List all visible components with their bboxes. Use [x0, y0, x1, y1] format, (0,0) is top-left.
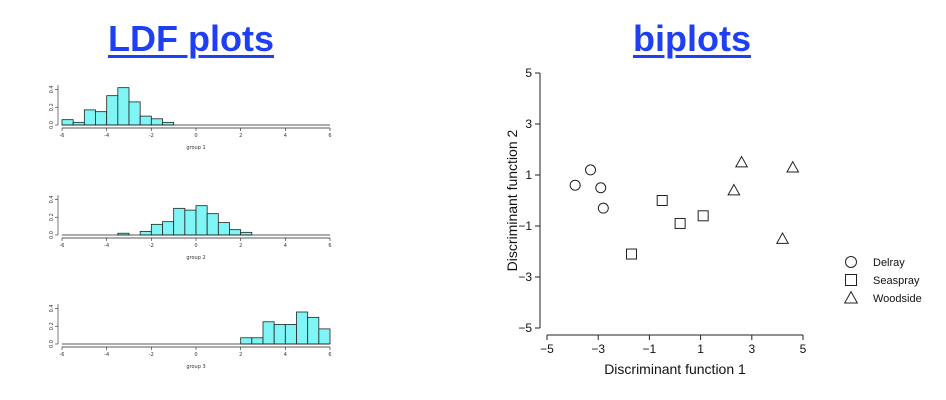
histogram-group-3: -6 -4 -2 0 2 4 6 0.0 0.2 0.4 group 3	[49, 304, 332, 370]
scatter-plot: −5 −5 −3 −3 −1 −1 1 1 3 3 5 5 Discriminant function …	[504, 66, 807, 377]
histogram-x-tick-label: -2	[149, 133, 154, 139]
histogram-x-tick-label: -6	[60, 133, 65, 139]
scatter-point-triangle	[775, 231, 790, 244]
scatter-point-circle	[595, 182, 607, 194]
histogram-x-label: group 1	[186, 145, 205, 151]
scatter-point-triangle	[727, 183, 741, 196]
scatter-y-tick-label: 5	[525, 66, 532, 80]
scatter-y-tick-label: −1	[518, 219, 532, 233]
histogram-y-tick-label: 0.4	[49, 85, 55, 93]
histogram-group-2: -6 -4 -2 0 2 4 6 0.0 0.2 0.4 group 2	[49, 195, 332, 261]
scatter-point-circle	[597, 202, 609, 214]
scatter-x-tick-label: 5	[800, 342, 807, 356]
histogram-x-tick-label: 4	[284, 243, 287, 249]
histogram-group-1: -6 -4 -2 0 2 4 6 0.0 0.2 0.4 group 1	[49, 85, 332, 151]
histogram-x-tick-label: -6	[60, 243, 65, 249]
histogram-x-tick-label: 0	[194, 133, 197, 139]
histogram-x-label: group 3	[186, 364, 205, 370]
legend-label-delray: Delray	[873, 257, 905, 269]
series-seaspray	[625, 195, 709, 260]
histogram-x-tick-label: 0	[194, 352, 197, 358]
scatter-y-tick-label: 3	[525, 117, 532, 131]
histogram-y-tick-label: 0.0	[49, 121, 55, 129]
histogram-x-tick-label: 0	[194, 243, 197, 249]
ldf-plots-heading: LDF plots	[108, 18, 274, 59]
histogram-x-tick-label: -4	[104, 133, 109, 139]
histogram-x-tick-label: 4	[284, 352, 287, 358]
histogram-x-tick-label: 6	[328, 352, 331, 358]
scatter-x-tick-label: −1	[643, 342, 657, 356]
legend-marker-circle	[845, 256, 857, 268]
histogram-x-tick-label: -6	[60, 352, 65, 358]
legend-label-woodside: Woodside	[873, 293, 922, 305]
biplots-heading: biplots	[633, 18, 751, 59]
histogram-y-tick-label: 0.2	[49, 213, 55, 221]
scatter-x-axis-label: Discriminant function 1	[604, 361, 746, 377]
histogram-y-tick-label: 0.4	[49, 195, 55, 203]
histogram-x-tick-label: 4	[284, 133, 287, 139]
legend: Delray Seaspray Woodside	[843, 256, 922, 305]
scatter-point-circle	[569, 179, 581, 191]
scatter-point-square	[674, 217, 686, 229]
scatter-y-tick-label: 1	[525, 168, 532, 182]
scatter-x-tick-label: −3	[591, 342, 605, 356]
histogram-x-tick-label: 2	[239, 133, 242, 139]
scatter-point-square	[625, 248, 637, 260]
histogram-y-tick-label: 0.4	[49, 304, 55, 312]
histogram-x-tick-label: 2	[239, 243, 242, 249]
scatter-y-tick-label: −5	[518, 321, 532, 335]
scatter-y-axis-label: Discriminant function 2	[504, 129, 520, 271]
histogram-x-tick-label: 6	[328, 243, 331, 249]
scatter-point-square	[656, 195, 668, 206]
histogram-x-tick-label: -4	[104, 243, 109, 249]
scatter-point-circle	[585, 164, 597, 176]
histogram-x-tick-label: -2	[149, 352, 154, 358]
scatter-point-square	[697, 210, 709, 222]
histogram-y-tick-label: 0.2	[49, 322, 55, 330]
scatter-x-tick-label: −5	[540, 342, 554, 356]
series-delray	[569, 164, 609, 214]
histogram-x-label: group 2	[186, 255, 205, 261]
histogram-x-tick-label: -4	[104, 352, 109, 358]
histogram-x-tick-label: 2	[239, 352, 242, 358]
series-woodside	[727, 155, 800, 244]
histogram-x-tick-label: 6	[328, 133, 331, 139]
histogram-x-tick-label: -2	[149, 243, 154, 249]
legend-marker-square	[845, 274, 857, 286]
histogram-y-tick-label: 0.2	[49, 103, 55, 111]
scatter-x-tick-label: 3	[748, 342, 755, 356]
scatter-point-triangle	[734, 155, 749, 168]
scatter-x-tick-label: 1	[697, 342, 704, 356]
histogram-y-tick-label: 0.0	[49, 231, 55, 239]
legend-marker-triangle	[843, 290, 859, 304]
histogram-y-tick-label: 0.0	[49, 340, 55, 348]
legend-label-seaspray: Seaspray	[873, 275, 920, 287]
scatter-y-tick-label: −3	[518, 270, 532, 284]
scatter-point-triangle	[786, 160, 800, 173]
